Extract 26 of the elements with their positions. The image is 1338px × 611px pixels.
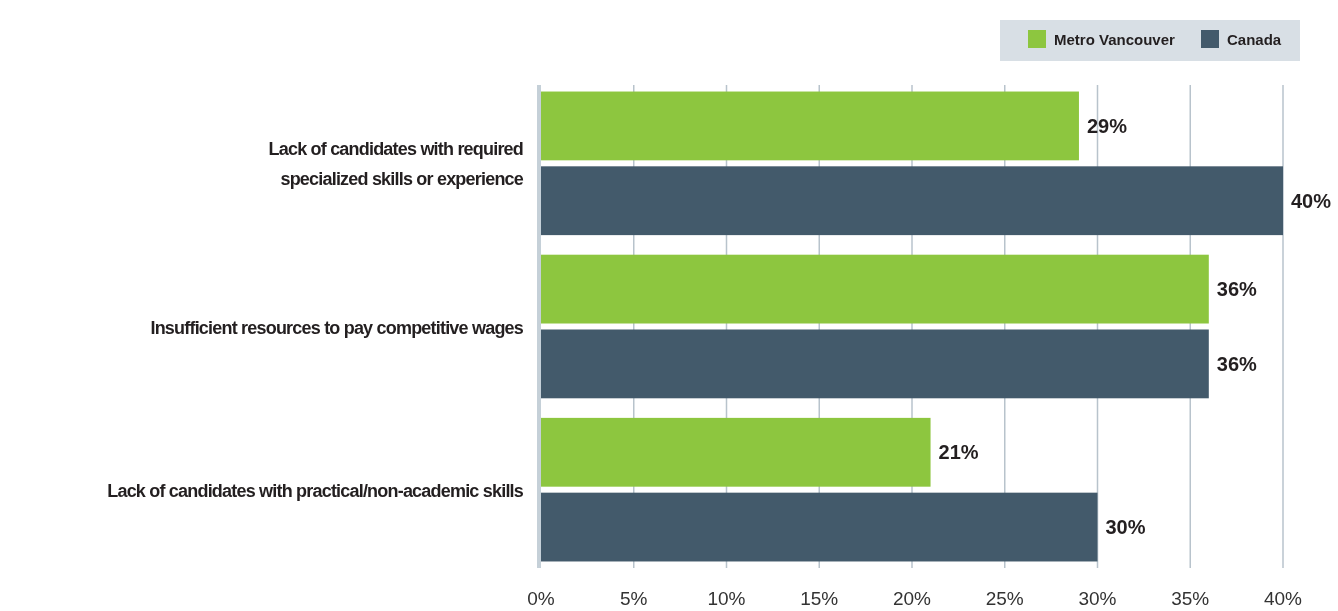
x-tick-label: 35% xyxy=(1171,588,1210,609)
x-tick-label: 30% xyxy=(1078,588,1117,609)
data-label: 30% xyxy=(1105,516,1146,539)
y-tick-label: Insufficient resources to pay competitive wages xyxy=(150,317,524,338)
y-tick-label: Lack of candidates with practical/non-academic skills xyxy=(107,480,524,501)
data-label: 29% xyxy=(1086,114,1128,137)
bar xyxy=(541,417,931,487)
x-tick-label: 20% xyxy=(892,588,932,609)
data-label: 36% xyxy=(1216,352,1258,375)
bar xyxy=(541,492,1098,562)
data-label: 40% xyxy=(1291,189,1332,212)
x-tick-label: 10% xyxy=(707,588,746,609)
bar xyxy=(541,254,1209,324)
x-tick-label: 15% xyxy=(800,588,839,609)
x-tick-label: 0% xyxy=(527,588,555,609)
data-label: 21% xyxy=(938,441,979,464)
x-tick-label: 5% xyxy=(620,588,648,609)
bar xyxy=(541,329,1209,399)
legend-label: Metro Vancouver xyxy=(1054,31,1176,48)
data-label: 36% xyxy=(1216,278,1258,301)
bar xyxy=(541,91,1079,161)
x-tick-label: 25% xyxy=(985,588,1024,609)
y-tick-label: Lack of candidates with required specialized skills or experience xyxy=(268,139,524,190)
x-tick-label: 40% xyxy=(1263,588,1303,609)
bar xyxy=(541,166,1283,236)
legend-label: Canada xyxy=(1227,31,1282,48)
